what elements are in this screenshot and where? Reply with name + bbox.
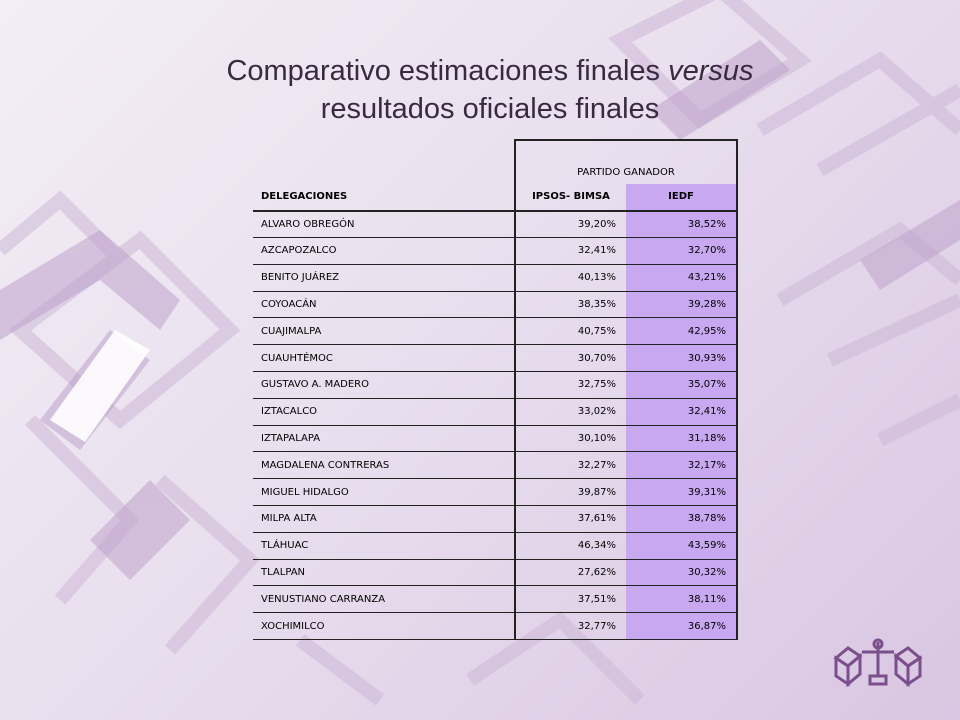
table-row: CUAUHTÉMOC 30,70% 30,93% xyxy=(253,344,738,373)
iedf-value-cell: 32,41% xyxy=(626,398,738,426)
table-row: TLÁHUAC 46,34% 43,59% xyxy=(253,532,738,560)
iedf-value-cell: 35,07% xyxy=(626,371,738,399)
group-header-row: PARTIDO GANADOR xyxy=(253,139,738,184)
iedf-value-cell: 30,32% xyxy=(626,559,738,587)
table-row: XOCHIMILCO 32,77% 36,87% xyxy=(253,612,738,641)
ipsos-value-cell: 40,13% xyxy=(514,264,626,292)
delegacion-cell: XOCHIMILCO xyxy=(253,612,515,641)
table-row: IZTACALCO 33,02% 32,41% xyxy=(253,398,738,426)
delegacion-cell: TLALPAN xyxy=(253,559,515,587)
table-row: GUSTAVO A. MADERO 32,75% 35,07% xyxy=(253,371,738,399)
delegacion-cell: MIGUEL HIDALGO xyxy=(253,478,515,507)
iedf-value-cell: 36,87% xyxy=(626,612,738,641)
ipsos-value-cell: 32,41% xyxy=(514,237,626,265)
ipsos-value-cell: 33,02% xyxy=(514,398,626,426)
table-row: TLALPAN 27,62% 30,32% xyxy=(253,559,738,587)
title-part1: Comparativo estimaciones finales xyxy=(226,55,661,87)
iedf-value-cell: 38,52% xyxy=(626,210,738,239)
title-part2: resultados oficiales finales xyxy=(320,93,660,125)
table-row: VENUSTIANO CARRANZA 37,51% 38,11% xyxy=(253,585,738,614)
ipsos-value-cell: 38,35% xyxy=(514,291,626,319)
title-italic-word: versus xyxy=(668,55,754,87)
delegacion-cell: ALVARO OBREGÓN xyxy=(253,210,515,239)
delegacion-cell: IZTACALCO xyxy=(253,398,515,426)
ballot-boxes-logo-icon xyxy=(833,638,923,688)
empty-corner-cell xyxy=(253,140,515,184)
ipsos-value-cell: 30,10% xyxy=(514,425,626,453)
delegacion-cell: MAGDALENA CONTRERAS xyxy=(253,451,515,480)
ipsos-value-cell: 32,75% xyxy=(514,371,626,399)
iedf-value-cell: 39,31% xyxy=(626,478,738,507)
table-row: MAGDALENA CONTRERAS 32,27% 32,17% xyxy=(253,451,738,480)
table-row: MIGUEL HIDALGO 39,87% 39,31% xyxy=(253,478,738,507)
iedf-value-cell: 42,95% xyxy=(626,317,738,346)
column-header-iedf: IEDF xyxy=(626,184,738,212)
column-header-ipsos: IPSOS- BIMSA xyxy=(514,184,626,212)
delegacion-cell: VENUSTIANO CARRANZA xyxy=(253,585,515,614)
slide-title: Comparativo estimaciones finales versus … xyxy=(140,52,840,128)
delegacion-cell: IZTAPALAPA xyxy=(253,425,515,453)
ipsos-value-cell: 37,61% xyxy=(514,505,626,533)
table-row: CUAJIMALPA 40,75% 42,95% xyxy=(253,317,738,346)
delegacion-cell: GUSTAVO A. MADERO xyxy=(253,371,515,399)
iedf-value-cell: 43,21% xyxy=(626,264,738,292)
delegacion-cell: MILPA ALTA xyxy=(253,505,515,533)
table-row: BENITO JUÁREZ 40,13% 43,21% xyxy=(253,264,738,292)
table-row: MILPA ALTA 37,61% 38,78% xyxy=(253,505,738,533)
delegacion-cell: CUAUHTÉMOC xyxy=(253,344,515,373)
iedf-value-cell: 30,93% xyxy=(626,344,738,373)
delegacion-cell: BENITO JUÁREZ xyxy=(253,264,515,292)
iedf-value-cell: 31,18% xyxy=(626,425,738,453)
table-row: IZTAPALAPA 30,10% 31,18% xyxy=(253,425,738,453)
iedf-value-cell: 32,17% xyxy=(626,451,738,480)
table-row: COYOACÁN 38,35% 39,28% xyxy=(253,291,738,319)
delegacion-cell: CUAJIMALPA xyxy=(253,317,515,346)
iedf-value-cell: 38,78% xyxy=(626,505,738,533)
iedf-value-cell: 43,59% xyxy=(626,532,738,560)
ipsos-value-cell: 37,51% xyxy=(514,585,626,614)
ipsos-value-cell: 27,62% xyxy=(514,559,626,587)
iedf-value-cell: 38,11% xyxy=(626,585,738,614)
column-header-row: DELEGACIONES IPSOS- BIMSA IEDF xyxy=(253,184,738,212)
iedf-value-cell: 39,28% xyxy=(626,291,738,319)
table-row: AZCAPOZALCO 32,41% 32,70% xyxy=(253,237,738,265)
column-header-delegaciones: DELEGACIONES xyxy=(253,184,515,212)
delegacion-cell: COYOACÁN xyxy=(253,291,515,319)
table-row: ALVARO OBREGÓN 39,20% 38,52% xyxy=(253,210,738,239)
ipsos-value-cell: 40,75% xyxy=(514,317,626,346)
ipsos-value-cell: 30,70% xyxy=(514,344,626,373)
delegacion-cell: AZCAPOZALCO xyxy=(253,237,515,265)
ipsos-value-cell: 32,77% xyxy=(514,612,626,641)
delegacion-cell: TLÁHUAC xyxy=(253,532,515,560)
results-table: PARTIDO GANADOR DELEGACIONES IPSOS- BIMS… xyxy=(253,139,738,641)
ipsos-value-cell: 32,27% xyxy=(514,451,626,480)
iedf-value-cell: 32,70% xyxy=(626,237,738,265)
ipsos-value-cell: 39,20% xyxy=(514,210,626,239)
group-header-cell: PARTIDO GANADOR xyxy=(514,139,738,184)
ipsos-value-cell: 39,87% xyxy=(514,478,626,507)
ipsos-value-cell: 46,34% xyxy=(514,532,626,560)
